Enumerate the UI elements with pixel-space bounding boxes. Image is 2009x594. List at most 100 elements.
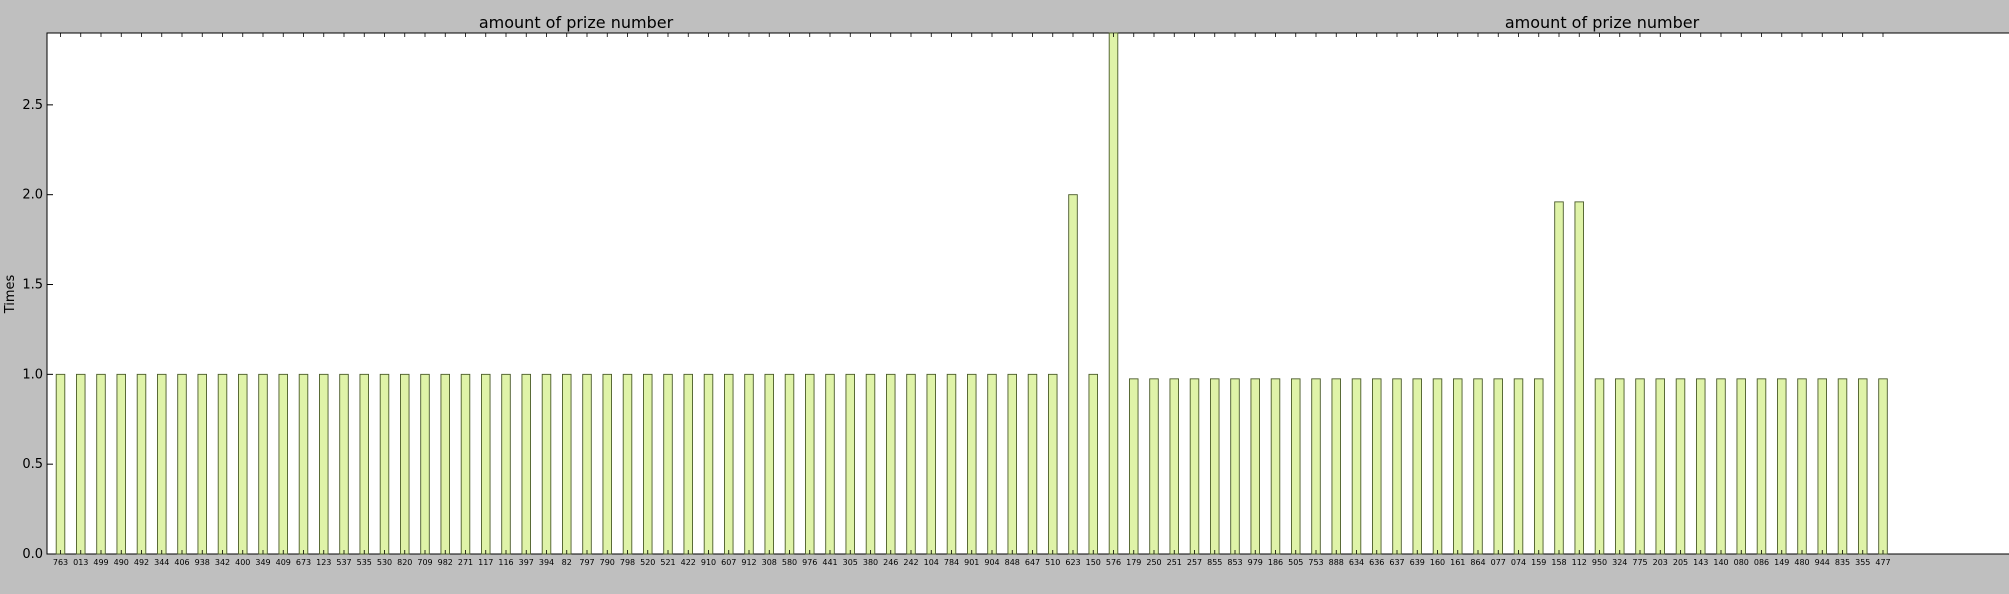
x-tick-label: 979	[1248, 558, 1263, 567]
bar	[1351, 378, 1362, 555]
bar	[1797, 378, 1807, 555]
x-tick-label: 257	[1187, 558, 1202, 567]
bar	[1250, 378, 1260, 555]
y-tick-label: 0.5	[22, 457, 43, 472]
bar	[1817, 378, 1827, 555]
bar	[845, 373, 856, 555]
x-tick-label: 798	[620, 558, 635, 567]
x-tick-label: 080	[1734, 558, 1749, 567]
x-tick-label: 636	[1369, 558, 1384, 567]
bar	[1189, 378, 1200, 555]
bar	[75, 373, 86, 555]
x-tick-label: 324	[1612, 558, 1627, 567]
x-tick-label: 013	[73, 558, 88, 567]
x-tick-label: 480	[1794, 558, 1809, 567]
x-tick-label: 944	[1815, 558, 1830, 567]
x-tick-label: 864	[1470, 558, 1485, 567]
bar	[1270, 378, 1281, 555]
bar	[602, 373, 613, 555]
x-tick-label: 950	[1592, 558, 1607, 567]
x-tick-label: 251	[1167, 558, 1182, 567]
x-tick-label: 853	[1227, 558, 1242, 567]
x-tick-label: 422	[681, 558, 696, 567]
y-tick-label: 1.0	[22, 367, 43, 382]
x-tick-label: 537	[336, 558, 351, 567]
bar	[1554, 201, 1564, 555]
x-tick-label: 149	[1774, 558, 1789, 567]
x-tick-label: 938	[195, 558, 210, 567]
y-axis-label: Times	[3, 274, 18, 314]
x-tick-label: 775	[1632, 558, 1647, 567]
bar	[1655, 378, 1665, 555]
bar	[582, 373, 592, 555]
chart-title-right: amount of prize number	[1505, 13, 1700, 32]
bar	[1675, 378, 1686, 555]
x-tick-label: 150	[1086, 558, 1101, 567]
bar	[1452, 378, 1463, 555]
x-tick-label: 355	[1855, 558, 1870, 567]
bar	[1047, 373, 1058, 555]
bar	[622, 373, 633, 555]
x-tick-label: 976	[802, 558, 817, 567]
x-tick-label: 520	[640, 558, 655, 567]
bar	[379, 373, 390, 555]
x-tick-label: 530	[377, 558, 392, 567]
x-tick-label: 637	[1389, 558, 1404, 567]
x-tick-label: 607	[721, 558, 736, 567]
bar	[784, 373, 795, 555]
x-tick-label: 505	[1288, 558, 1303, 567]
x-tick-label: 123	[316, 558, 331, 567]
bar	[481, 373, 491, 555]
bar	[1594, 378, 1605, 555]
bar	[400, 373, 410, 555]
x-tick-label: 104	[924, 558, 939, 567]
bar	[1230, 378, 1240, 555]
x-tick-label: 521	[660, 558, 675, 567]
bar	[1756, 378, 1767, 555]
x-tick-label: 344	[154, 558, 169, 567]
bar	[764, 373, 775, 555]
x-tick-label: 820	[397, 558, 412, 567]
bar	[1371, 378, 1382, 555]
bar	[217, 373, 228, 555]
bar	[987, 373, 997, 555]
x-tick-label: 441	[822, 558, 837, 567]
bar	[562, 373, 572, 555]
bar	[319, 373, 329, 555]
x-tick-label: 912	[741, 558, 756, 567]
x-tick-label: 116	[498, 558, 513, 567]
bar	[886, 373, 896, 555]
x-tick-label: 576	[1106, 558, 1121, 567]
bar	[724, 373, 734, 555]
bar	[501, 373, 511, 555]
x-tick-label: 271	[458, 558, 473, 567]
bar	[683, 373, 694, 555]
x-tick-label: 159	[1531, 558, 1546, 567]
bar	[1068, 194, 1078, 555]
bars-group	[55, 32, 1888, 555]
y-tick-label: 2.0	[22, 188, 43, 203]
x-tick-label: 790	[600, 558, 615, 567]
y-ticks-group: 0.0 0.5 1.0 1.5 2.0 2.5	[22, 98, 53, 562]
bar	[1878, 378, 1888, 555]
x-tick-label: 492	[134, 558, 149, 567]
bar	[339, 373, 349, 555]
bar	[926, 373, 937, 555]
x-tick-label: 305	[843, 558, 858, 567]
x-tick-label: 186	[1268, 558, 1283, 567]
x-tick-label: 400	[235, 558, 250, 567]
bar	[96, 373, 106, 555]
bar	[1007, 373, 1018, 555]
bar	[1533, 378, 1544, 555]
bar	[1695, 378, 1706, 555]
bar	[1311, 378, 1321, 555]
bar	[136, 373, 147, 555]
x-tick-label: 634	[1349, 558, 1364, 567]
bar	[278, 373, 289, 555]
x-tick-label: 709	[417, 558, 432, 567]
x-tick-label: 349	[255, 558, 270, 567]
chart-title-left: amount of prize number	[479, 13, 674, 32]
bar	[541, 373, 552, 555]
bar	[359, 373, 370, 555]
